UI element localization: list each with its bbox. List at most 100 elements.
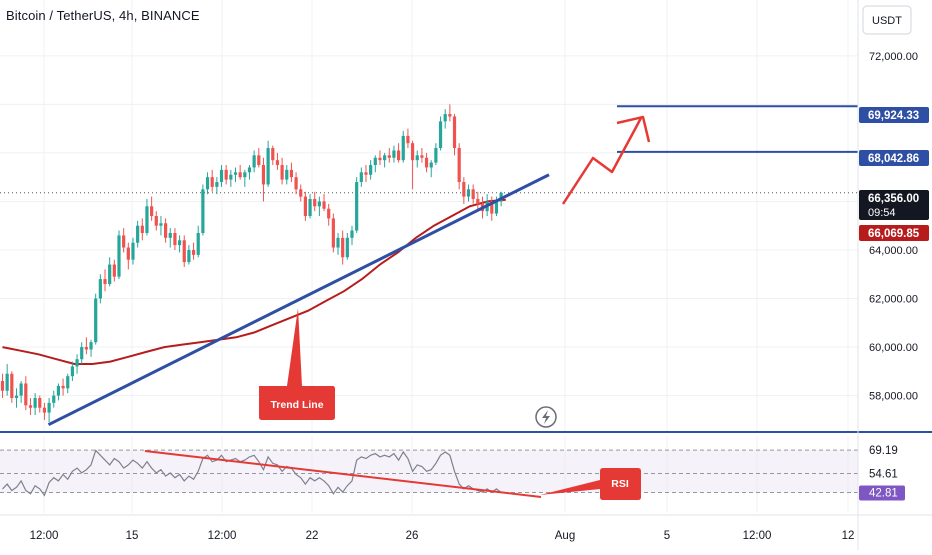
- price-label-value: 66,069.85: [868, 228, 920, 240]
- candle: [294, 177, 298, 190]
- candle: [303, 196, 307, 216]
- candle: [126, 247, 130, 260]
- time-tick-label: 26: [406, 530, 419, 542]
- candle: [191, 249, 196, 255]
- rsi-level-label: 69.19: [869, 445, 898, 457]
- candle: [131, 242, 135, 260]
- candle: [38, 398, 42, 408]
- candle: [238, 172, 242, 178]
- candle: [271, 148, 275, 161]
- candle: [14, 395, 19, 399]
- candle: [401, 135, 405, 161]
- rsi-trend-line: [144, 450, 542, 498]
- price-label-box: [859, 150, 929, 166]
- lightning-icon[interactable]: [535, 406, 557, 428]
- candle: [243, 172, 247, 178]
- candle: [5, 373, 9, 391]
- trend-line-callout-label: Trend Line: [270, 399, 323, 411]
- candle: [173, 232, 177, 246]
- price-label: 66,069.85: [859, 225, 929, 241]
- price-label-value: 68,042.86: [868, 153, 919, 165]
- time-tick-label: 12:00: [30, 530, 59, 542]
- currency-button-label[interactable]: USDT: [872, 15, 902, 27]
- price-label-box: [859, 190, 929, 220]
- candle: [33, 398, 37, 408]
- candle: [397, 150, 401, 161]
- candle: [308, 199, 312, 216]
- candle: [457, 148, 461, 183]
- price-label-value: 69,924.33: [868, 110, 919, 122]
- candle: [122, 235, 126, 248]
- candle: [299, 189, 303, 197]
- currency-button-box[interactable]: [862, 5, 912, 35]
- candle: [19, 383, 23, 396]
- candle: [47, 402, 51, 413]
- trend-line-callout: Trend Line: [259, 308, 335, 420]
- projection-arrow: [561, 117, 643, 205]
- candle: [215, 182, 219, 187]
- candle: [494, 201, 499, 214]
- candle: [420, 155, 424, 158]
- candle: [336, 237, 340, 248]
- candle: [52, 395, 56, 403]
- time-tick-label: Aug: [555, 530, 575, 542]
- candle: [80, 347, 84, 360]
- rsi-callout: RSI: [540, 468, 641, 500]
- currency-button[interactable]: USDT: [862, 5, 912, 35]
- candle: [252, 155, 256, 168]
- rsi-band: [0, 450, 858, 493]
- candle: [164, 223, 168, 238]
- candle: [387, 155, 391, 158]
- candle: [89, 342, 93, 350]
- candle: [154, 216, 158, 226]
- candle: [108, 264, 112, 284]
- candle: [201, 189, 205, 233]
- moving-average-line: [2, 198, 506, 365]
- candle: [94, 298, 98, 343]
- candle: [182, 240, 186, 263]
- candle: [359, 172, 363, 183]
- price-tick-label: 58,000.00: [869, 391, 918, 403]
- candle: [159, 223, 163, 226]
- candle: [280, 165, 284, 180]
- candle: [471, 189, 475, 200]
- candle: [150, 206, 154, 216]
- candle: [42, 407, 47, 413]
- candle: [327, 208, 331, 219]
- candle: [410, 143, 415, 161]
- candle: [429, 162, 433, 168]
- candle: [177, 240, 182, 246]
- time-tick-label: 15: [126, 530, 139, 542]
- candle: [289, 169, 294, 178]
- candle: [434, 148, 438, 163]
- lightning-icon-bolt[interactable]: [542, 410, 550, 424]
- price-label-countdown: 09:54: [868, 207, 896, 219]
- rsi-line: [2, 449, 502, 497]
- price-label-box: [859, 107, 929, 123]
- candle: [136, 225, 140, 243]
- candle: [415, 155, 419, 161]
- candle: [229, 174, 233, 180]
- trend-line: [47, 173, 550, 427]
- candle: [285, 169, 289, 180]
- price-tick-label: 60,000.00: [869, 342, 918, 354]
- candle: [233, 172, 238, 175]
- candle: [70, 366, 74, 377]
- candle: [355, 182, 359, 231]
- candle: [210, 177, 214, 187]
- candle: [275, 160, 280, 166]
- candle: [168, 232, 172, 238]
- candle: [345, 237, 349, 258]
- price-label-value: 66,356.00: [868, 193, 919, 205]
- candle: [443, 114, 447, 122]
- candle: [266, 148, 270, 185]
- candle: [392, 150, 396, 158]
- candle: [187, 249, 191, 263]
- candle: [98, 279, 102, 299]
- chart-title: Bitcoin / TetherUS, 4h, BINANCE: [6, 8, 200, 23]
- candle: [406, 135, 410, 144]
- rsi-value-box: [859, 485, 905, 501]
- candle: [75, 359, 79, 367]
